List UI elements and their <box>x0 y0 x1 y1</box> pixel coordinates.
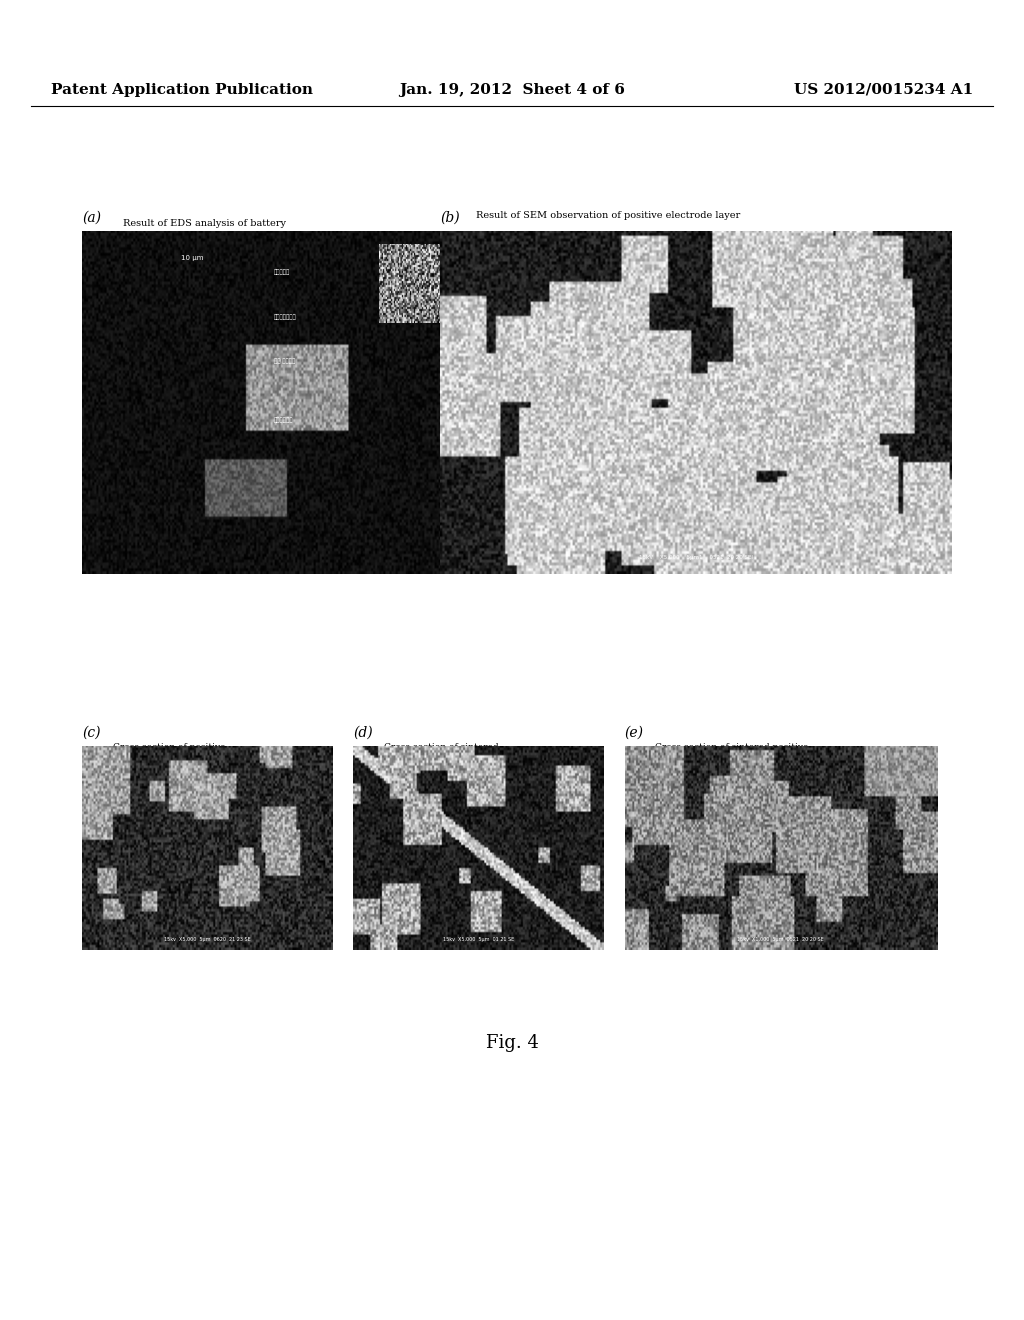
Text: (e): (e) <box>625 725 644 739</box>
Text: Cross-section of sintered positive
electrode layer etched with water
after bakin: Cross-section of sintered positive elect… <box>655 743 811 776</box>
Text: Fig. 4: Fig. 4 <box>485 1034 539 1052</box>
Text: (b): (b) <box>440 210 460 224</box>
Text: 10 μm: 10 μm <box>181 256 204 261</box>
Text: 15kv  X1,000  5μm  0521  20 20 SE: 15kv X1,000 5μm 0521 20 20 SE <box>737 937 824 942</box>
Text: 固体電解質層: 固体電解質層 <box>273 417 293 422</box>
Text: 正極 二物質層: 正極 二物質層 <box>273 359 295 364</box>
Text: Patent Application Publication: Patent Application Publication <box>51 83 313 96</box>
Text: Jan. 19, 2012  Sheet 4 of 6: Jan. 19, 2012 Sheet 4 of 6 <box>399 83 625 96</box>
Text: (LiMn₂O₄/LSPO=30/70 vol%) etched with water: (LiMn₂O₄/LSPO=30/70 vol%) etched with wa… <box>476 231 713 240</box>
Text: (c): (c) <box>82 725 100 739</box>
Text: 15kv  X5,000  5μm  0620  21 23 SE: 15kv X5,000 5μm 0620 21 23 SE <box>164 937 251 942</box>
Text: 15kv  X5,000  5μm  01 21 SE: 15kv X5,000 5μm 01 21 SE <box>443 937 514 942</box>
Text: 15kV    X5,000    5μm1    0521  20 20 SEI: 15kV X5,000 5μm1 0521 20 20 SEI <box>639 556 754 561</box>
Text: 自転流動電源層: 自転流動電源層 <box>273 314 296 319</box>
Text: 大容量電層: 大容量電層 <box>273 269 290 275</box>
Text: Cross-section of positive
electrode layer baked at
500°C: Cross-section of positive electrode laye… <box>113 743 225 776</box>
Text: Result of EDS analysis of battery: Result of EDS analysis of battery <box>123 219 286 228</box>
Text: US 2012/0015234 A1: US 2012/0015234 A1 <box>794 83 973 96</box>
Text: (d): (d) <box>353 725 373 739</box>
Text: Cross-section of sintered
positive electrode layer
after baking at 1000°C: Cross-section of sintered positive elect… <box>384 743 499 776</box>
Text: (a): (a) <box>82 210 101 224</box>
Text: Result of SEM observation of positive electrode layer: Result of SEM observation of positive el… <box>476 211 740 220</box>
